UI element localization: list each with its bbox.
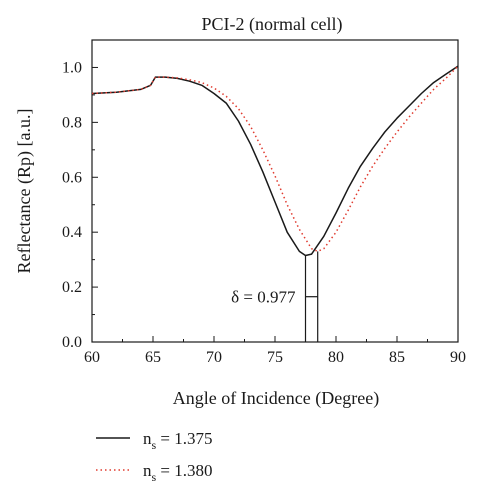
chart-title: PCI-2 (normal cell) xyxy=(202,14,343,35)
y-tick-label: 0.2 xyxy=(62,279,82,296)
legend-label-2: ns = 1.380 xyxy=(143,461,213,484)
x-tick-label: 75 xyxy=(267,349,283,366)
series-line-1 xyxy=(91,65,459,257)
delta-annotation: δ = 0.977 xyxy=(231,251,319,342)
y-tick-label: 0.4 xyxy=(62,224,82,241)
x-tick-label: 85 xyxy=(389,349,405,366)
y-axis-title: Reflectance (Rp) [a.u.] xyxy=(14,109,35,274)
y-tick-label: 0.8 xyxy=(62,114,82,131)
y-tick-label: 0.6 xyxy=(62,169,82,186)
x-axis: 60 65 70 75 80 85 90 xyxy=(84,336,466,366)
delta-value: = 0.977 xyxy=(239,288,296,307)
series-layer xyxy=(91,65,459,257)
legend-value: = 1.380 xyxy=(156,461,212,480)
legend-name: n xyxy=(143,429,152,448)
x-tick-label: 65 xyxy=(145,349,161,366)
x-tick-label: 90 xyxy=(450,349,466,366)
delta-label: δ = 0.977 xyxy=(231,288,296,307)
legend-label-1: ns = 1.375 xyxy=(143,429,213,452)
delta-symbol: δ xyxy=(231,288,239,307)
x-tick-label: 70 xyxy=(206,349,222,366)
y-axis: 0.0 0.2 0.4 0.6 0.8 1.0 xyxy=(62,39,98,351)
x-tick-label: 60 xyxy=(84,349,100,366)
legend-subscript: s xyxy=(152,438,157,452)
legend-subscript: s xyxy=(152,470,157,484)
y-tick-label: 0.0 xyxy=(62,334,82,351)
legend-name: n xyxy=(143,461,152,480)
legend-value: = 1.375 xyxy=(156,429,212,448)
x-axis-title: Angle of Incidence (Degree) xyxy=(173,388,379,409)
x-tick-label: 80 xyxy=(328,349,344,366)
y-tick-label: 1.0 xyxy=(62,59,82,76)
series-line-2 xyxy=(91,65,459,253)
